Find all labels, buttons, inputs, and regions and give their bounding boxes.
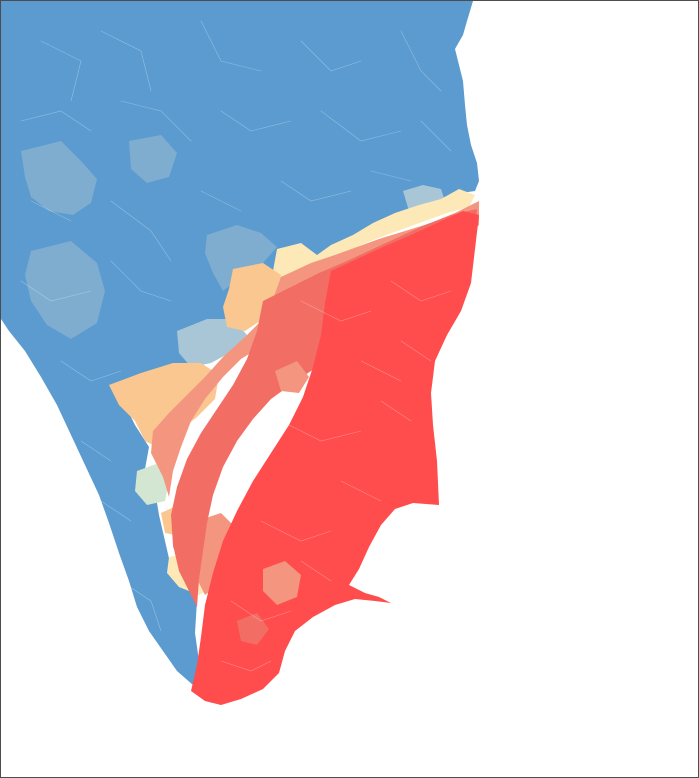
region-midblue-patch-center xyxy=(25,241,105,339)
region-lightred-pocket-c xyxy=(237,613,269,645)
region-paleblue-transition xyxy=(177,319,247,367)
district-boundaries xyxy=(20,20,452,672)
region-blue-west-north xyxy=(1,1,479,685)
region-peach-west xyxy=(109,363,219,449)
region-palegreen-west xyxy=(135,463,169,505)
region-salmon-pocket-a xyxy=(263,561,301,605)
region-midblue-belt xyxy=(205,225,277,291)
region-midblue-patch-north xyxy=(21,141,97,215)
region-midblue-patch-east xyxy=(129,135,177,183)
region-salmon-pocket-b xyxy=(275,361,309,393)
